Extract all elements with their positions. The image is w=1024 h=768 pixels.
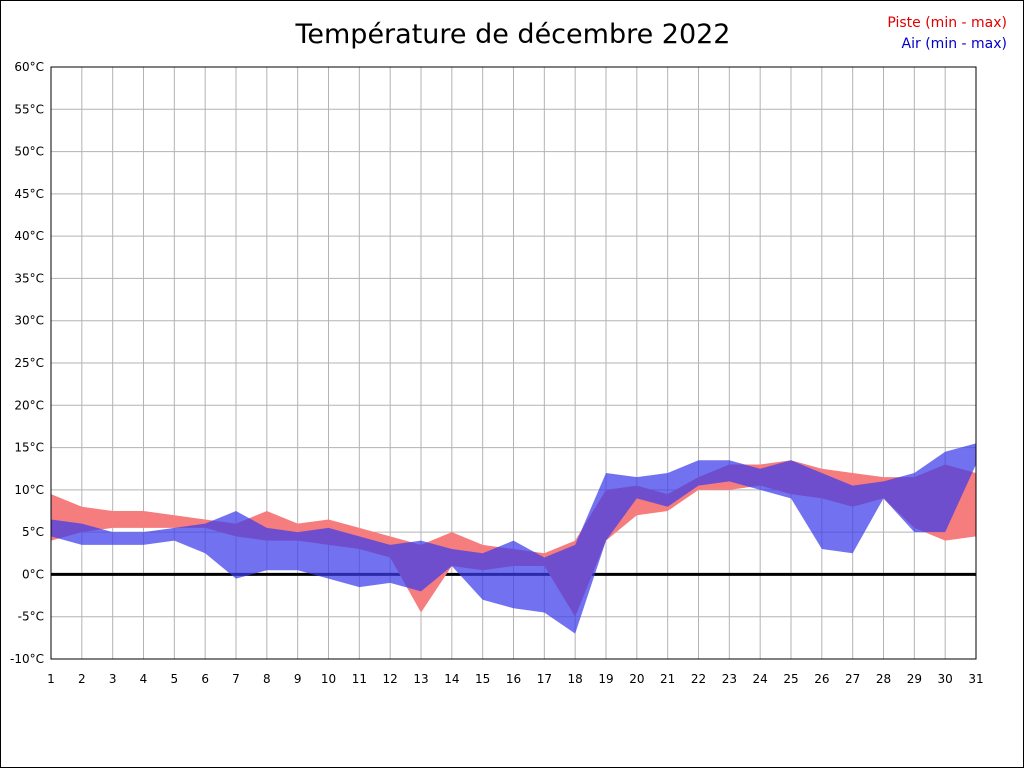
x-tick-label: 8 bbox=[263, 672, 271, 686]
x-tick-label: 29 bbox=[907, 672, 922, 686]
air-band bbox=[51, 443, 976, 634]
y-tick-label: 35°C bbox=[14, 271, 44, 285]
chart-title: Température de décembre 2022 bbox=[295, 19, 731, 50]
y-tick-label: 20°C bbox=[14, 398, 44, 412]
y-tick-label: 55°C bbox=[14, 102, 44, 116]
x-tick-label: 13 bbox=[413, 672, 428, 686]
y-tick-label: -5°C bbox=[18, 610, 44, 624]
y-tick-label: 60°C bbox=[14, 60, 44, 74]
y-tick-label: 10°C bbox=[14, 483, 44, 497]
x-tick-label: 15 bbox=[475, 672, 490, 686]
legend-air: Air (min - max) bbox=[901, 36, 1007, 52]
x-tick-label: 30 bbox=[938, 672, 953, 686]
x-tick-label: 27 bbox=[845, 672, 860, 686]
x-tick-label: 25 bbox=[783, 672, 798, 686]
x-tick-label: 9 bbox=[294, 672, 302, 686]
x-tick-label: 17 bbox=[537, 672, 552, 686]
y-tick-label: 15°C bbox=[14, 441, 44, 455]
x-tick-label: 4 bbox=[140, 672, 148, 686]
legend-piste: Piste (min - max) bbox=[887, 15, 1007, 31]
x-tick-label: 5 bbox=[171, 672, 179, 686]
x-tick-label: 6 bbox=[201, 672, 209, 686]
x-tick-label: 22 bbox=[691, 672, 706, 686]
x-tick-label: 16 bbox=[506, 672, 521, 686]
plot-border bbox=[50, 66, 977, 660]
x-tick-label: 23 bbox=[722, 672, 737, 686]
x-tick-label: 19 bbox=[598, 672, 613, 686]
x-tick-label: 12 bbox=[383, 672, 398, 686]
y-tick-label: 5°C bbox=[22, 525, 44, 539]
x-tick-label: 21 bbox=[660, 672, 675, 686]
x-tick-label: 2 bbox=[78, 672, 86, 686]
legend: Piste (min - max) Air (min - max) bbox=[887, 13, 1007, 55]
y-tick-label: 25°C bbox=[14, 356, 44, 370]
y-tick-label: 45°C bbox=[14, 187, 44, 201]
x-tick-label: 3 bbox=[109, 672, 117, 686]
x-tick-label: 14 bbox=[444, 672, 459, 686]
x-tick-label: 28 bbox=[876, 672, 891, 686]
x-tick-label: 31 bbox=[968, 672, 983, 686]
x-tick-label: 11 bbox=[352, 672, 367, 686]
x-tick-label: 26 bbox=[814, 672, 829, 686]
x-tick-label: 7 bbox=[232, 672, 240, 686]
x-tick-label: 1 bbox=[47, 672, 55, 686]
y-tick-label: -10°C bbox=[10, 652, 44, 666]
x-tick-label: 20 bbox=[629, 672, 644, 686]
y-tick-label: 30°C bbox=[14, 314, 44, 328]
x-tick-label: 18 bbox=[568, 672, 583, 686]
y-tick-label: 50°C bbox=[14, 145, 44, 159]
y-tick-label: 40°C bbox=[14, 229, 44, 243]
x-tick-label: 10 bbox=[321, 672, 336, 686]
y-tick-label: 0°C bbox=[22, 567, 44, 581]
x-tick-label: 24 bbox=[753, 672, 768, 686]
